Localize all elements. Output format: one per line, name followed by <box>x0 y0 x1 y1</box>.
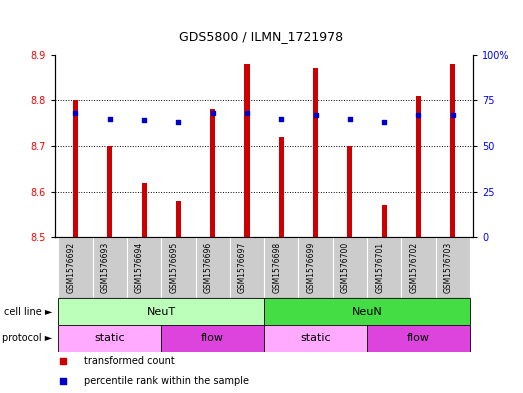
Text: GSM1576697: GSM1576697 <box>238 242 247 294</box>
Bar <box>416 96 421 237</box>
Text: GSM1576695: GSM1576695 <box>169 242 178 294</box>
Bar <box>264 325 367 352</box>
Text: static: static <box>95 333 125 343</box>
Bar <box>196 237 230 298</box>
Bar <box>299 237 333 298</box>
Text: GSM1576698: GSM1576698 <box>272 242 281 293</box>
Bar <box>347 146 353 237</box>
Point <box>449 112 457 118</box>
Text: GSM1576699: GSM1576699 <box>306 242 315 294</box>
Text: static: static <box>300 333 331 343</box>
Bar <box>107 146 112 237</box>
Bar <box>436 237 470 298</box>
Point <box>277 116 286 122</box>
Text: percentile rank within the sample: percentile rank within the sample <box>84 376 249 386</box>
Bar <box>244 64 249 237</box>
Text: GSM1576701: GSM1576701 <box>375 242 384 293</box>
Text: protocol ►: protocol ► <box>2 333 52 343</box>
Bar <box>264 298 470 325</box>
Point <box>414 112 423 118</box>
Point <box>336 292 344 299</box>
Text: GDS5800 / ILMN_1721978: GDS5800 / ILMN_1721978 <box>179 30 344 44</box>
Bar <box>230 237 264 298</box>
Bar <box>401 237 436 298</box>
Point <box>209 110 217 116</box>
Text: flow: flow <box>201 333 224 343</box>
Point <box>346 116 354 122</box>
Text: GSM1576694: GSM1576694 <box>135 242 144 294</box>
Point <box>140 117 148 123</box>
Text: GSM1576696: GSM1576696 <box>203 242 213 294</box>
Bar <box>450 64 456 237</box>
Point <box>174 119 183 125</box>
Text: transformed count: transformed count <box>84 356 175 366</box>
Text: GSM1576700: GSM1576700 <box>341 242 350 294</box>
Point <box>311 112 320 118</box>
Text: GSM1576703: GSM1576703 <box>444 242 453 294</box>
Point <box>380 119 389 125</box>
Bar <box>367 325 470 352</box>
Bar <box>176 201 181 237</box>
Text: NeuT: NeuT <box>146 307 176 317</box>
Point <box>243 110 251 116</box>
Bar <box>382 206 386 237</box>
Text: cell line ►: cell line ► <box>4 307 52 317</box>
Text: GSM1576693: GSM1576693 <box>101 242 110 294</box>
Text: flow: flow <box>407 333 430 343</box>
Bar <box>161 237 196 298</box>
Bar <box>93 237 127 298</box>
Bar <box>367 237 401 298</box>
Bar <box>210 110 215 237</box>
Bar <box>59 237 93 298</box>
Bar <box>142 183 146 237</box>
Point <box>106 116 114 122</box>
Bar <box>161 325 264 352</box>
Text: NeuN: NeuN <box>351 307 382 317</box>
Text: GSM1576692: GSM1576692 <box>66 242 75 293</box>
Point <box>336 113 344 119</box>
Bar <box>264 237 299 298</box>
Text: GSM1576702: GSM1576702 <box>410 242 418 293</box>
Bar <box>279 137 284 237</box>
Bar <box>59 298 264 325</box>
Bar <box>313 68 318 237</box>
Bar <box>73 100 78 237</box>
Bar <box>333 237 367 298</box>
Point <box>71 110 79 116</box>
Bar <box>127 237 161 298</box>
Bar <box>59 325 161 352</box>
